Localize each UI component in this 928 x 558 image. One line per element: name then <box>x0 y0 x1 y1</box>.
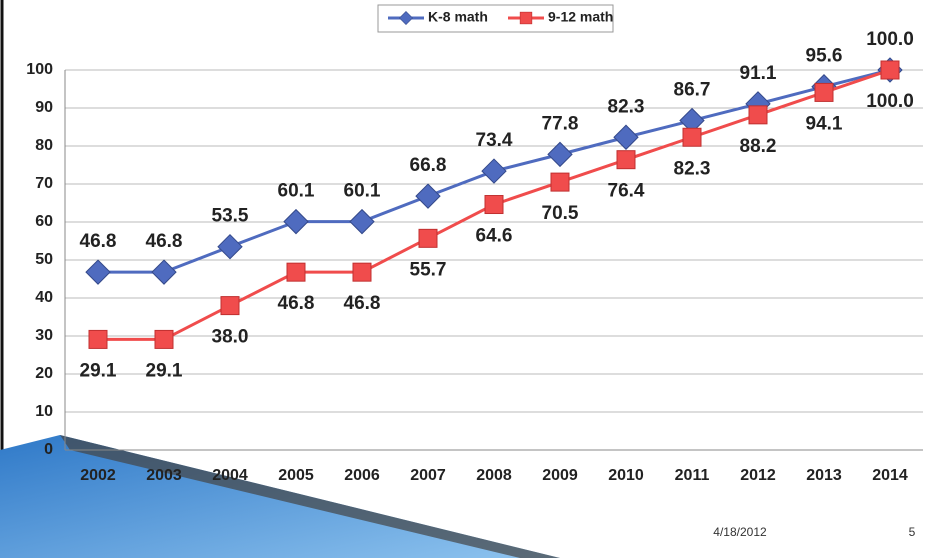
data-point <box>221 297 239 315</box>
value-label: 60.1 <box>344 181 381 202</box>
value-label: 38.0 <box>212 327 249 348</box>
y-tick-label: 30 <box>35 327 53 344</box>
y-tick-label: 90 <box>35 99 53 116</box>
value-label: 100.0 <box>866 91 914 112</box>
y-tick-label: 70 <box>35 175 53 192</box>
x-tick-label: 2010 <box>608 467 644 484</box>
y-tick-label: 100 <box>26 61 53 78</box>
data-point <box>617 151 635 169</box>
data-point <box>155 330 173 348</box>
x-tick-label: 2004 <box>212 467 248 484</box>
value-label: 29.1 <box>80 360 117 381</box>
legend-label: 9-12 math <box>548 9 613 25</box>
data-point <box>683 128 701 146</box>
value-label: 46.8 <box>80 231 117 252</box>
x-tick-label: 2011 <box>675 467 710 484</box>
data-point <box>551 173 569 191</box>
data-point <box>353 263 371 281</box>
x-tick-label: 2003 <box>146 467 182 484</box>
value-label: 91.1 <box>740 63 777 84</box>
value-label: 66.8 <box>410 155 447 176</box>
value-label: 94.1 <box>806 113 843 134</box>
data-point <box>152 260 176 284</box>
slide-date: 4/18/2012 <box>713 525 767 539</box>
value-label: 77.8 <box>542 113 579 134</box>
value-label: 100.0 <box>866 29 914 50</box>
value-label: 60.1 <box>278 181 315 202</box>
data-point <box>416 184 440 208</box>
value-label: 70.5 <box>542 203 579 224</box>
value-label: 53.5 <box>212 206 249 227</box>
value-label: 46.8 <box>344 293 381 314</box>
data-point <box>350 210 374 234</box>
x-tick-label: 2002 <box>80 467 116 484</box>
x-tick-label: 2008 <box>476 467 512 484</box>
y-tick-label: 40 <box>35 289 53 306</box>
data-point <box>287 263 305 281</box>
value-label: 29.1 <box>146 360 183 381</box>
data-point <box>815 83 833 101</box>
data-point <box>749 106 767 124</box>
slide-number: 5 <box>909 525 916 539</box>
x-tick-label: 2005 <box>278 467 314 484</box>
value-label: 64.6 <box>476 226 513 247</box>
x-tick-label: 2014 <box>872 467 908 484</box>
legend-marker <box>520 12 532 24</box>
slide: 4/18/2012 5 0 10 20 30 40 50 60 70 80 90 100 2002 20… <box>0 0 928 558</box>
data-point <box>86 260 110 284</box>
legend-label: K-8 math <box>428 9 488 25</box>
y-tick-label: 20 <box>35 365 53 382</box>
value-label: 86.7 <box>674 80 711 101</box>
value-label: 76.4 <box>608 181 645 202</box>
data-point <box>485 196 503 214</box>
y-tick-label: 0 <box>44 441 53 458</box>
data-point <box>218 235 242 259</box>
data-point <box>89 330 107 348</box>
value-label: 73.4 <box>476 130 513 151</box>
value-label: 95.6 <box>806 46 843 67</box>
y-tick-label: 60 <box>35 213 53 230</box>
y-tick-label: 10 <box>35 403 53 420</box>
x-tick-label: 2006 <box>344 467 380 484</box>
x-tick-label: 2013 <box>806 467 842 484</box>
value-label: 46.8 <box>146 231 183 252</box>
x-tick-label: 2009 <box>542 467 578 484</box>
data-point <box>284 210 308 234</box>
y-tick-label: 80 <box>35 137 53 154</box>
value-label: 82.3 <box>608 96 645 117</box>
value-label: 88.2 <box>740 136 777 157</box>
y-tick-label: 50 <box>35 251 53 268</box>
data-point <box>881 61 899 79</box>
value-label: 55.7 <box>410 259 447 280</box>
value-label: 46.8 <box>278 293 315 314</box>
value-label: 82.3 <box>674 158 711 179</box>
x-tick-label: 2012 <box>740 467 776 484</box>
data-point <box>419 229 437 247</box>
x-tick-label: 2007 <box>410 467 446 484</box>
data-point <box>482 159 506 183</box>
